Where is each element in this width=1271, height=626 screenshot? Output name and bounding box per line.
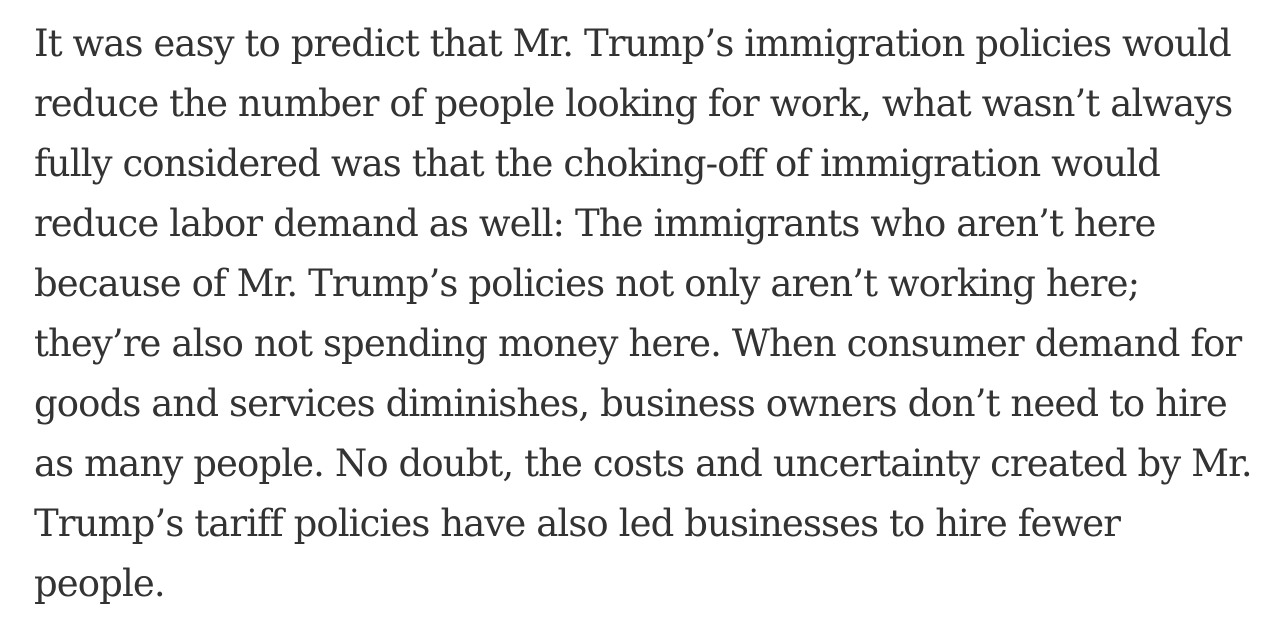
paragraph-line: as many people. No doubt, the costs and … xyxy=(34,442,1253,485)
paragraph-line: Trump’s tariff policies have also led bu… xyxy=(34,502,1121,545)
article-paragraph: It was easy to predict that Mr. Trump’s … xyxy=(34,14,1253,614)
article-body: It was easy to predict that Mr. Trump’s … xyxy=(34,14,1253,614)
paragraph-line: fully considered was that the choking-of… xyxy=(34,142,1161,185)
paragraph-line: goods and services diminishes, business … xyxy=(34,382,1228,425)
paragraph-line: reduce the number of people looking for … xyxy=(34,82,1233,125)
paragraph-line: It was easy to predict that Mr. Trump’s … xyxy=(34,22,1232,65)
paragraph-line: reduce labor demand as well: The immigra… xyxy=(34,202,1156,245)
paragraph-line: because of Mr. Trump’s policies not only… xyxy=(34,262,1140,305)
paragraph-line: people. xyxy=(34,562,166,605)
paragraph-line: they’re also not spending money here. Wh… xyxy=(34,322,1242,365)
